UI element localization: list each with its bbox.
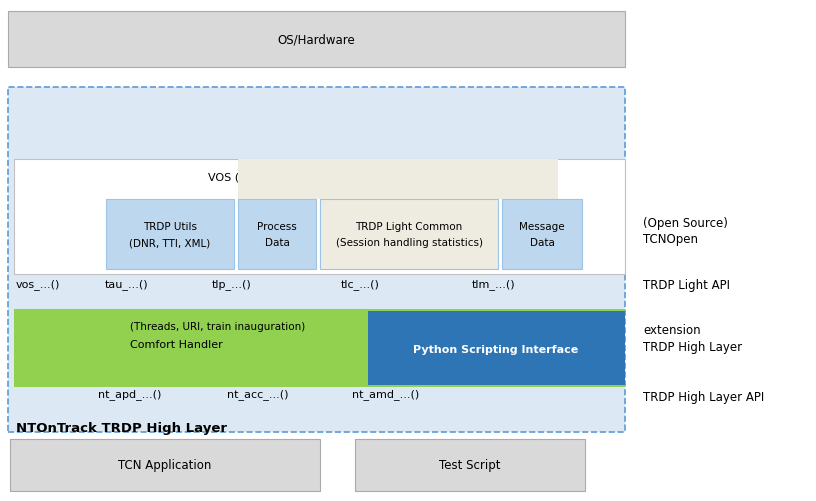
- Text: TCN Application: TCN Application: [118, 458, 211, 471]
- Text: Data: Data: [264, 237, 290, 247]
- Text: tlp_...(): tlp_...(): [212, 279, 252, 290]
- Text: VOS (Threads, Mutex, Memory, Sockets): VOS (Threads, Mutex, Memory, Sockets): [208, 173, 432, 183]
- Bar: [10, 439, 320, 491]
- Text: TRDP High Layer: TRDP High Layer: [643, 340, 742, 353]
- Bar: [238, 160, 558, 199]
- Text: tlc_...(): tlc_...(): [340, 279, 379, 290]
- Text: nt_acc_...(): nt_acc_...(): [227, 389, 289, 400]
- Text: TRDP High Layer API: TRDP High Layer API: [643, 390, 765, 403]
- Text: extension: extension: [643, 323, 701, 336]
- Text: Process: Process: [257, 221, 297, 231]
- Text: TRDP Light API: TRDP Light API: [643, 278, 730, 291]
- Text: Python Scripting Interface: Python Scripting Interface: [414, 344, 579, 354]
- Text: TRDP Light Common: TRDP Light Common: [356, 221, 463, 231]
- Bar: [106, 199, 234, 270]
- Text: Test Script: Test Script: [439, 458, 501, 471]
- Text: OS/Hardware: OS/Hardware: [277, 34, 355, 47]
- Text: NTOnTrack TRDP High Layer: NTOnTrack TRDP High Layer: [16, 421, 227, 434]
- Text: (DNR, TTI, XML): (DNR, TTI, XML): [130, 237, 211, 247]
- Text: (Session handling statistics): (Session handling statistics): [335, 237, 482, 247]
- Text: TCNOpen: TCNOpen: [643, 233, 698, 246]
- Bar: [320, 199, 498, 270]
- Text: vos_...(): vos_...(): [16, 279, 60, 290]
- Bar: [355, 439, 585, 491]
- Bar: [8, 12, 625, 68]
- Bar: [14, 160, 625, 275]
- Text: Comfort Handler: Comfort Handler: [130, 339, 223, 349]
- Text: nt_apd_...(): nt_apd_...(): [98, 389, 162, 400]
- Text: tlm_...(): tlm_...(): [472, 279, 516, 290]
- Bar: [368, 312, 625, 385]
- Bar: [14, 310, 625, 387]
- Text: tau_...(): tau_...(): [105, 279, 149, 290]
- Text: (Threads, URI, train inauguration): (Threads, URI, train inauguration): [130, 321, 305, 331]
- Bar: [8, 88, 625, 432]
- Bar: [502, 199, 582, 270]
- Bar: [238, 199, 316, 270]
- Text: Message: Message: [519, 221, 565, 231]
- Text: Data: Data: [530, 237, 554, 247]
- Text: TRDP Utils: TRDP Utils: [143, 221, 197, 231]
- Text: nt_amd_...(): nt_amd_...(): [353, 389, 419, 400]
- Text: (Open Source): (Open Source): [643, 216, 728, 229]
